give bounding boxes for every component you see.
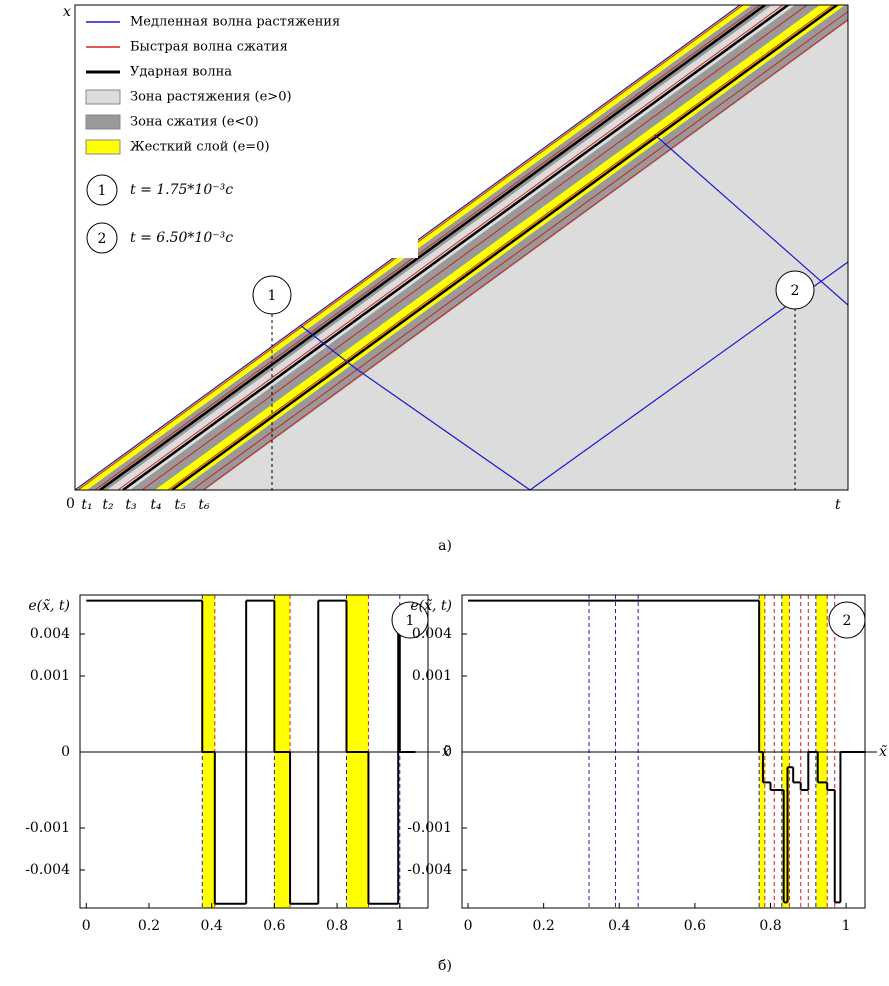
legend-marker-text: t = 1.75*10⁻³c (130, 182, 233, 198)
wave-line (75, 5, 742, 490)
y-tick-label: -0.001 (25, 820, 70, 836)
t-label: t₁ (81, 497, 92, 513)
x-tick-label: 0.6 (263, 918, 285, 934)
marker-circle (828, 601, 866, 639)
wave-line (122, 5, 791, 490)
legend-label: Ударная волна (130, 65, 232, 80)
reflected-wave (354, 367, 531, 490)
x-tick-label: 0.4 (201, 918, 223, 934)
x-tick-label: 0.2 (138, 918, 160, 934)
wave-line (117, 5, 784, 490)
legend-label: Медленная волна растяжения (130, 15, 340, 30)
marker-circle (252, 275, 292, 315)
zone (180, 5, 848, 490)
marker-circle (391, 601, 429, 639)
y-tick-label: -0.001 (407, 820, 452, 836)
t-label: t₃ (125, 497, 137, 513)
marker-circle (775, 270, 815, 310)
y-tick-label: 0 (61, 744, 70, 760)
legend-swatch (85, 139, 121, 155)
reflected-wave (654, 134, 848, 306)
legend-label: Жесткий слой (e=0) (130, 140, 270, 155)
legend-marker (86, 222, 118, 254)
legend-marker (86, 174, 118, 206)
axis-t-label: t (835, 497, 841, 513)
origin-label: 0 (66, 496, 75, 512)
t-label: t₂ (102, 497, 114, 513)
wave-line (191, 10, 848, 490)
caption-a: а) (438, 538, 452, 554)
marker-label: 1 (268, 288, 277, 304)
figure-a-labels: t₁ t₂ t₃ t₄ t₅ t₆ 1 2 Медленная волна растяжения… (78, 8, 815, 513)
y-tick-label: 0.004 (30, 626, 70, 642)
x-tick-label: 0 (464, 918, 473, 934)
wave-line (99, 5, 768, 490)
marker-label: 2 (843, 613, 852, 629)
y-axis-label: e(x̃, t) (28, 598, 70, 614)
legend-label: Зона сжатия (e<0) (130, 115, 259, 130)
wave-line (167, 5, 834, 490)
wave-line (202, 18, 848, 490)
marker-label: 2 (791, 283, 800, 299)
y-tick-label: -0.004 (25, 862, 70, 878)
legend-marker-text: t = 6.50*10⁻³c (130, 230, 233, 246)
x-axis-label: x̃ (879, 744, 887, 760)
plot-a-frame (74, 4, 849, 491)
x-tick-label: 0.8 (759, 918, 781, 934)
legend-box (78, 8, 418, 258)
t-label: t₅ (174, 497, 186, 513)
x-tick-label: 0.2 (533, 918, 555, 934)
legend-swatch (85, 89, 121, 105)
y-tick-label: 0.001 (30, 668, 70, 684)
legend-label: Зона растяжения (e>0) (130, 90, 292, 105)
y-axis-label: e(x̃, t) (410, 598, 452, 614)
caption-b: б) (438, 958, 452, 974)
wave-line (77, 5, 744, 490)
wave-line (141, 5, 808, 490)
x-tick-label: 0.4 (608, 918, 630, 934)
x-axis-label: x̃ (442, 744, 450, 760)
legend-marker-label: 1 (98, 183, 107, 199)
legend-marker-label: 2 (98, 231, 107, 247)
legend-swatch (85, 114, 121, 130)
axis-x-label: x (63, 4, 71, 20)
x-tick-label: 1 (842, 918, 851, 934)
x-tick-label: 0 (82, 918, 91, 934)
wave-line (171, 5, 840, 490)
marker-label: 1 (406, 613, 415, 629)
x-tick-label: 0.6 (684, 918, 706, 934)
y-tick-label: 0.001 (412, 668, 452, 684)
legend-label: Быстрая волна сжатия (130, 40, 288, 55)
wave-line (94, 5, 761, 490)
t-label: t₄ (150, 497, 162, 513)
y-tick-label: 0 (443, 744, 452, 760)
y-tick-label: -0.004 (407, 862, 452, 878)
x-tick-label: 0.8 (326, 918, 348, 934)
t-label: t₆ (198, 497, 210, 513)
reflected-wave (299, 324, 356, 369)
y-tick-label: 0.004 (412, 626, 452, 642)
x-tick-label: 1 (395, 918, 404, 934)
